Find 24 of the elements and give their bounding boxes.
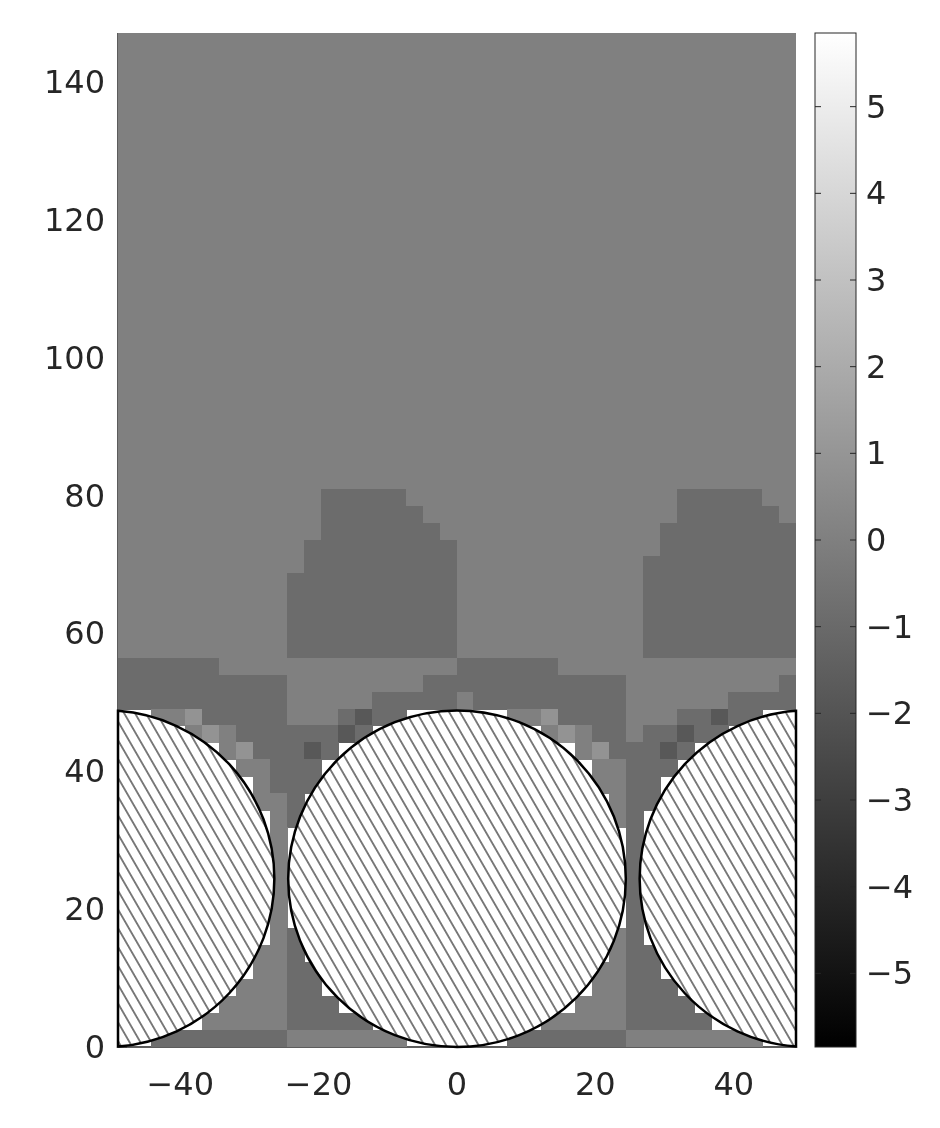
- y-tick-label: 80: [64, 476, 105, 515]
- y-tick-label: 60: [64, 614, 105, 653]
- y-tick-label: 40: [64, 752, 105, 791]
- y-tick-label: 120: [43, 200, 105, 239]
- y-tick-label: 140: [43, 62, 105, 101]
- color-bar-label: −2: [866, 694, 914, 733]
- x-tick-label: −40: [146, 1064, 215, 1103]
- color-bar-label: −1: [866, 607, 914, 646]
- x-tick-label: 0: [446, 1064, 468, 1103]
- x-tick-label: −20: [284, 1064, 353, 1103]
- y-tick-label: 100: [43, 338, 105, 377]
- y-tick-label: 20: [64, 890, 105, 929]
- color-bar-label: 2: [866, 347, 887, 386]
- color-bar-label: −4: [866, 867, 914, 906]
- x-tick-label: 20: [575, 1064, 616, 1103]
- color-bar-label: −3: [866, 781, 914, 819]
- color-bar-label: 0: [866, 521, 887, 559]
- y-tick-label: 0: [84, 1028, 105, 1067]
- color-bar-label: 4: [866, 174, 887, 213]
- color-bar-label: 1: [866, 434, 887, 473]
- x-tick-label: 40: [713, 1064, 755, 1103]
- color-bar-label: 5: [866, 87, 887, 126]
- color-bar-label: −5: [866, 954, 914, 993]
- color-bar-label: 3: [866, 261, 887, 299]
